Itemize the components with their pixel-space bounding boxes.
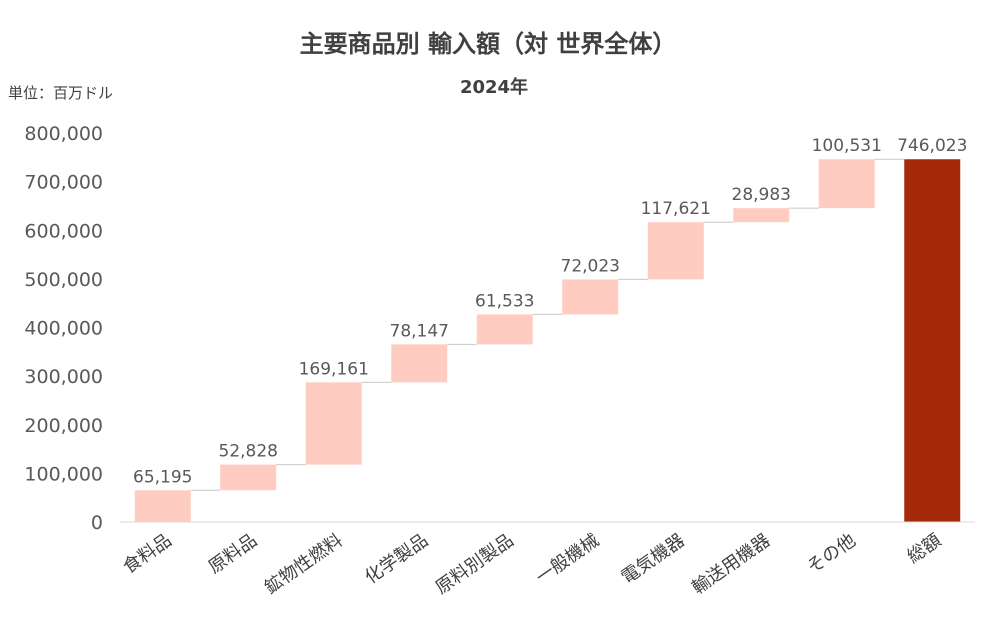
category-label: 電気機器 <box>618 530 689 588</box>
y-tick-label: 200,000 <box>24 415 103 437</box>
data-label: 61,533 <box>475 291 534 311</box>
category-label: 鉱物性燃料 <box>261 530 347 599</box>
y-tick-label: 100,000 <box>24 463 103 485</box>
category-label: 化学製品 <box>361 530 432 588</box>
y-tick-label: 700,000 <box>24 172 103 194</box>
data-label: 65,195 <box>133 467 192 487</box>
data-label: 100,531 <box>812 136 882 156</box>
data-label: 52,828 <box>219 442 278 462</box>
bar-increment <box>647 222 704 280</box>
data-label: 28,983 <box>732 185 791 205</box>
bar-increment <box>134 490 191 522</box>
category-label: 輸送用機器 <box>688 530 774 599</box>
bar-increment <box>733 208 790 223</box>
category-label: 原料別製品 <box>432 530 518 599</box>
bar-increment <box>562 279 619 315</box>
bar-increment <box>220 464 277 491</box>
data-label: 72,023 <box>561 256 620 276</box>
chart-title: 主要商品別 輸入額（対 世界全体） <box>300 30 677 58</box>
category-label: 食料品 <box>119 530 175 578</box>
y-tick-label: 400,000 <box>24 318 103 340</box>
unit-label: 単位：百万ドル <box>8 84 113 102</box>
connectors <box>190 158 905 491</box>
y-tick-label: 300,000 <box>24 366 103 388</box>
data-labels: 65,195 52,828 169,161 78,147 61,533 72,023 117… <box>133 136 967 487</box>
category-label: その他 <box>803 530 859 578</box>
data-label: 169,161 <box>299 359 369 379</box>
bar-total <box>904 159 961 522</box>
data-label: 78,147 <box>390 321 449 341</box>
bar-increment <box>391 344 448 383</box>
y-tick-label: 500,000 <box>24 269 103 291</box>
y-axis-ticks: 0 100,000 200,000 300,000 400,000 500,000 600,… <box>24 123 103 534</box>
category-label: 一般機械 <box>532 530 603 588</box>
bar-increment <box>476 314 533 345</box>
y-tick-label: 0 <box>91 512 103 534</box>
data-label: 746,023 <box>897 136 967 156</box>
y-tick-label: 600,000 <box>24 220 103 242</box>
category-label: 原料品 <box>205 530 261 578</box>
chart-subtitle: 2024年 <box>460 76 528 98</box>
y-tick-label: 800,000 <box>24 123 103 145</box>
x-axis-categories: 食料品 原料品 鉱物性燃料 化学製品 原料別製品 一般機械 電気機器 輸送用機器 その他 総額 <box>119 530 945 599</box>
data-label: 117,621 <box>641 199 711 219</box>
bars <box>134 159 961 522</box>
bar-increment <box>305 382 362 465</box>
bar-increment <box>818 159 875 209</box>
category-label: 総額 <box>904 530 946 568</box>
